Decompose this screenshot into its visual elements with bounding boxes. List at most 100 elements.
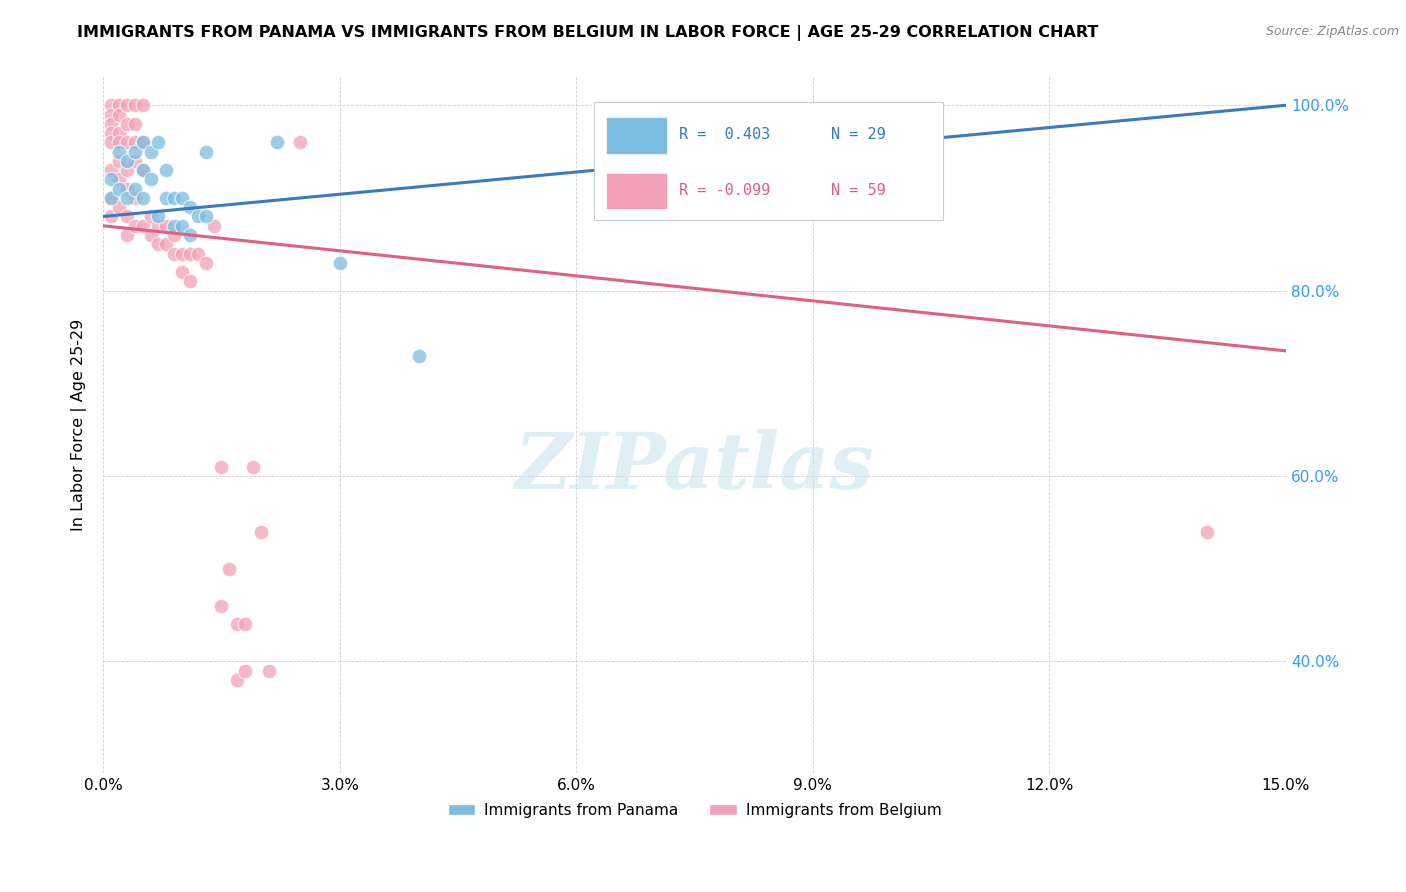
- Text: R =  0.403: R = 0.403: [679, 128, 770, 143]
- Point: [115, 182, 138, 196]
- Text: Source: ZipAtlas.com: Source: ZipAtlas.com: [1265, 25, 1399, 38]
- Point: [250, 524, 273, 539]
- Point: [194, 210, 217, 224]
- Point: [226, 617, 249, 632]
- Point: [108, 107, 131, 121]
- Point: [131, 136, 153, 150]
- Point: [1197, 524, 1219, 539]
- Point: [170, 265, 193, 279]
- Point: [131, 191, 153, 205]
- Point: [108, 126, 131, 140]
- Text: R = -0.099: R = -0.099: [679, 183, 770, 198]
- Point: [108, 136, 131, 150]
- Point: [100, 172, 122, 186]
- Text: IMMIGRANTS FROM PANAMA VS IMMIGRANTS FROM BELGIUM IN LABOR FORCE | AGE 25-29 COR: IMMIGRANTS FROM PANAMA VS IMMIGRANTS FRO…: [77, 25, 1098, 41]
- Point: [202, 219, 225, 233]
- Point: [179, 246, 201, 260]
- Point: [148, 237, 170, 252]
- Point: [108, 182, 131, 196]
- Point: [115, 210, 138, 224]
- Point: [100, 126, 122, 140]
- Point: [170, 246, 193, 260]
- Point: [139, 227, 162, 242]
- Point: [163, 246, 186, 260]
- Point: [131, 136, 153, 150]
- Point: [266, 136, 288, 150]
- Point: [100, 191, 122, 205]
- Point: [155, 237, 177, 252]
- FancyBboxPatch shape: [606, 173, 668, 210]
- Point: [194, 145, 217, 159]
- Point: [115, 117, 138, 131]
- Point: [108, 98, 131, 112]
- Point: [163, 191, 186, 205]
- Point: [108, 172, 131, 186]
- Text: N = 29: N = 29: [831, 128, 886, 143]
- Point: [131, 163, 153, 178]
- Text: N = 59: N = 59: [831, 183, 886, 198]
- Point: [148, 210, 170, 224]
- Point: [124, 219, 146, 233]
- Point: [187, 210, 209, 224]
- Point: [155, 163, 177, 178]
- Point: [139, 145, 162, 159]
- Y-axis label: In Labor Force | Age 25-29: In Labor Force | Age 25-29: [72, 319, 87, 532]
- Point: [194, 256, 217, 270]
- Point: [108, 145, 131, 159]
- FancyBboxPatch shape: [595, 102, 943, 220]
- Point: [100, 210, 122, 224]
- Point: [179, 227, 201, 242]
- Point: [115, 227, 138, 242]
- Point: [233, 617, 256, 632]
- Point: [124, 191, 146, 205]
- Point: [115, 191, 138, 205]
- Point: [115, 98, 138, 112]
- Point: [163, 227, 186, 242]
- Point: [124, 145, 146, 159]
- Point: [100, 163, 122, 178]
- Point: [179, 200, 201, 214]
- Point: [163, 219, 186, 233]
- Point: [290, 136, 312, 150]
- Point: [100, 191, 122, 205]
- Point: [329, 256, 352, 270]
- FancyBboxPatch shape: [606, 118, 668, 153]
- Point: [100, 98, 122, 112]
- Point: [131, 219, 153, 233]
- Point: [115, 136, 138, 150]
- Point: [100, 136, 122, 150]
- Point: [115, 163, 138, 178]
- Point: [218, 562, 240, 576]
- Point: [226, 673, 249, 687]
- Point: [148, 219, 170, 233]
- Point: [155, 191, 177, 205]
- Point: [139, 172, 162, 186]
- Legend: Immigrants from Panama, Immigrants from Belgium: Immigrants from Panama, Immigrants from …: [441, 797, 948, 824]
- Point: [131, 163, 153, 178]
- Point: [124, 117, 146, 131]
- Point: [170, 219, 193, 233]
- Point: [108, 200, 131, 214]
- Point: [124, 98, 146, 112]
- Point: [124, 182, 146, 196]
- Point: [108, 153, 131, 168]
- Point: [179, 274, 201, 288]
- Point: [408, 349, 430, 363]
- Point: [211, 459, 233, 474]
- Point: [257, 664, 280, 678]
- Point: [124, 153, 146, 168]
- Point: [124, 136, 146, 150]
- Point: [242, 459, 264, 474]
- Point: [100, 107, 122, 121]
- Point: [211, 599, 233, 613]
- Point: [187, 246, 209, 260]
- Point: [148, 136, 170, 150]
- Text: ZIPatlas: ZIPatlas: [515, 428, 875, 505]
- Point: [233, 664, 256, 678]
- Point: [155, 219, 177, 233]
- Point: [100, 117, 122, 131]
- Point: [131, 98, 153, 112]
- Point: [170, 191, 193, 205]
- Point: [115, 153, 138, 168]
- Point: [139, 210, 162, 224]
